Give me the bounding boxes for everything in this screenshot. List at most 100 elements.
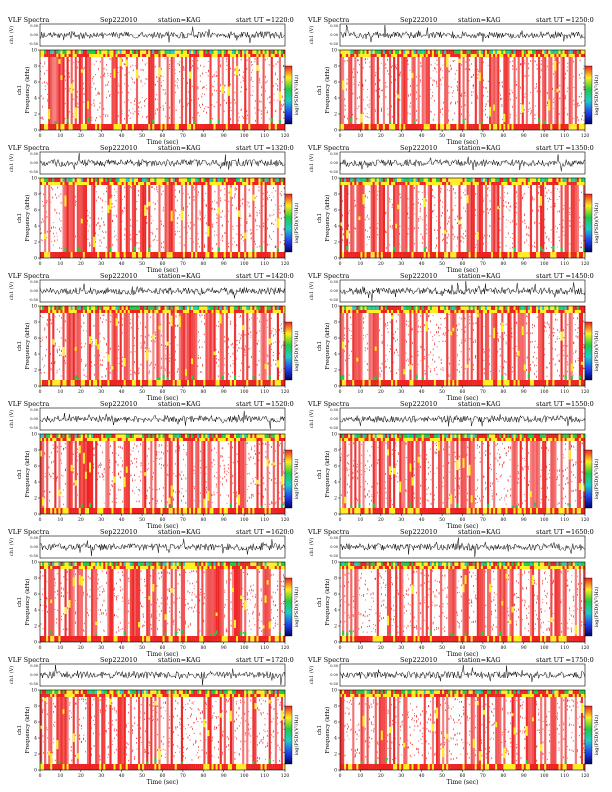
spectra-panel: VLF Spectra Sep222010 station=KAG start UT …: [8, 144, 300, 274]
spectrogram-cell: [193, 124, 196, 130]
spectrogram-cell: [180, 306, 184, 310]
spectrogram-cell: [478, 185, 481, 255]
spectrogram-cell: [68, 124, 71, 130]
spectrogram-cell: [265, 75, 266, 78]
spectrogram-cell: [197, 124, 200, 130]
spectrogram-cell: [251, 355, 252, 359]
spectrogram-cell: [538, 205, 540, 208]
spectrogram-cell: [413, 213, 415, 215]
spectrogram-cell: [542, 252, 545, 258]
spectrogram-cell: [450, 68, 452, 71]
spectrogram-cell: [146, 380, 149, 386]
spectrogram-cell: [40, 338, 42, 340]
spectrogram-cell: [375, 74, 376, 77]
spectrogram-cell: [405, 380, 408, 386]
spectrogram-cell: [142, 185, 145, 255]
spectrogram-cell: [95, 178, 98, 182]
spectrogram-cell: [228, 373, 230, 376]
spectrogram-cell: [160, 252, 163, 258]
spectrogram-cell: [240, 58, 242, 61]
spectrogram-cell: [97, 252, 100, 258]
spectrogram-cell: [46, 322, 48, 325]
spectrogram-cell: [346, 59, 348, 62]
spectrogram-cell: [436, 215, 438, 217]
spectrogram-cell: [366, 243, 368, 245]
spectrogram-cell: [54, 178, 57, 182]
spectrogram-cell: [203, 334, 205, 336]
spectrogram-cell: [83, 374, 85, 377]
spectrogram-cell: [234, 241, 235, 243]
spectrogram-cell: [204, 217, 205, 219]
spectrogram-cell: [395, 64, 397, 66]
spectrogram-cell: [446, 236, 448, 239]
spectrogram-cell: [134, 97, 136, 100]
time-tick-label: 10: [358, 261, 364, 267]
spectrogram-cell: [477, 74, 479, 76]
spectrogram-cell: [268, 50, 271, 54]
spectrogram-cell: [440, 84, 442, 86]
spectrogram-cell: [191, 117, 193, 119]
spectrogram-cell: [140, 363, 142, 366]
spectrogram-cell: [254, 241, 256, 243]
spectrogram-cell: [101, 54, 104, 57]
spectrogram-cell: [87, 219, 88, 222]
spectrogram-cell: [212, 225, 214, 228]
spectrogram-cell: [581, 235, 583, 238]
spectrogram-cell: [148, 201, 151, 207]
spectrogram-cell: [182, 182, 186, 185]
spectrogram-cell: [225, 380, 228, 386]
spectrogram-cell: [114, 230, 115, 232]
spectrogram-cell: [440, 68, 442, 71]
spectrogram-cell: [221, 313, 224, 383]
spectrogram-cell: [111, 313, 114, 383]
spectrogram-cell: [60, 75, 63, 81]
spectrogram-cell: [566, 182, 569, 185]
spectrogram-cell: [345, 345, 346, 348]
spectrogram-cell: [350, 57, 353, 127]
spectrogram-cell: [187, 178, 190, 182]
spectrogram-cell: [135, 182, 139, 185]
spectrogram-cell: [367, 88, 368, 90]
spectrogram-cell: [155, 235, 156, 238]
spectrogram-cell: [86, 178, 90, 182]
spectrogram-cell: [158, 325, 161, 330]
spectrogram-cell: [195, 310, 198, 313]
spectrogram-cell: [95, 380, 98, 386]
spectrogram-cell: [548, 54, 551, 57]
spectrogram-cell: [179, 71, 180, 73]
spectrogram-cell: [526, 233, 528, 236]
spectrogram-cell: [538, 118, 541, 123]
spectrogram-cell: [145, 326, 146, 329]
spectrogram-cell: [499, 218, 501, 220]
spectrogram-cell: [462, 192, 464, 194]
spectrogram-cell: [178, 252, 181, 258]
spectrogram-cell: [162, 252, 165, 258]
spectrogram-cell: [179, 236, 181, 238]
panel-station: station=KAG: [458, 272, 501, 280]
spectrogram-cell: [101, 306, 104, 310]
spectrogram-cell: [360, 57, 363, 127]
spectrogram-cell: [109, 54, 112, 57]
spectrogram-cell: [144, 178, 147, 182]
spectrogram-cell: [387, 344, 388, 346]
spectrogram-cell: [97, 380, 100, 386]
spectrogram-cell: [389, 197, 391, 200]
spectrogram-cell: [250, 78, 252, 81]
spectrogram-cell: [105, 178, 108, 182]
spectrogram-cell: [156, 54, 159, 57]
spectrogram-cell: [277, 87, 278, 89]
spectrogram-cell: [454, 252, 457, 258]
spectrogram-cell: [81, 358, 82, 361]
spectrogram-cell: [453, 188, 454, 191]
spectrogram-cell: [60, 310, 63, 313]
waveform-tick-label: -0.50: [29, 298, 38, 302]
spectrogram-cell: [468, 358, 470, 361]
spectrogram-cell: [505, 226, 507, 228]
spectrogram-cell: [262, 124, 265, 130]
spectrogram-cell: [65, 88, 66, 90]
spectrogram-cell: [464, 104, 466, 107]
spectrogram-cell: [401, 380, 404, 386]
spectrogram-cell: [117, 71, 119, 73]
spectrogram-cell: [89, 212, 90, 214]
spectrogram-cell: [52, 196, 54, 199]
